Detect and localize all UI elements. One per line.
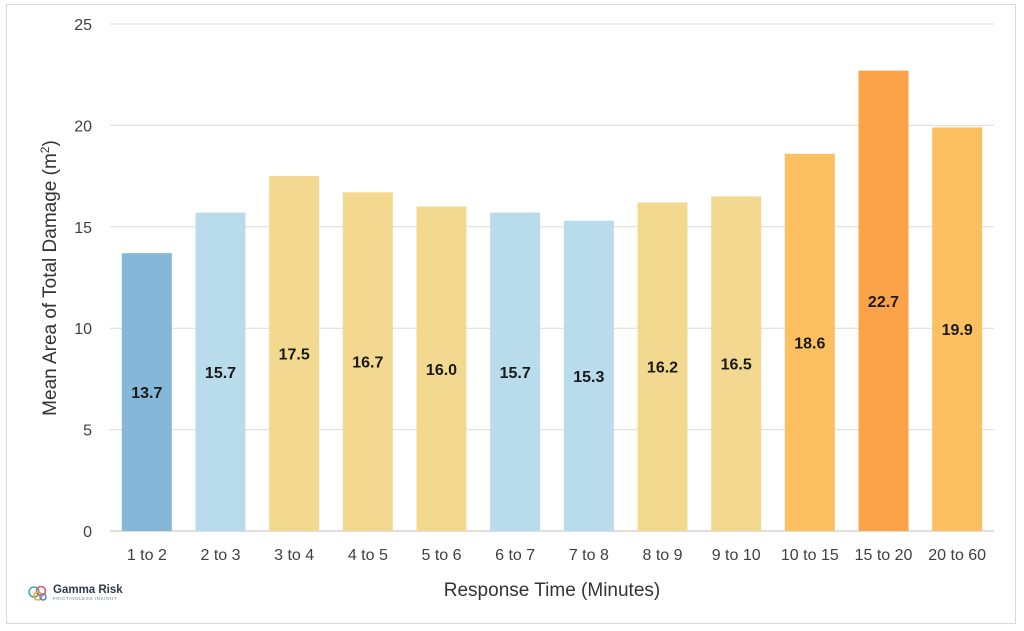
logo-name: Gamma Risk bbox=[53, 583, 123, 596]
bar-value-label: 18.6 bbox=[794, 335, 825, 352]
bar bbox=[342, 192, 393, 531]
y-tick-label: 15 bbox=[74, 220, 92, 237]
bar bbox=[858, 70, 909, 532]
bar-value-label: 16.0 bbox=[426, 362, 457, 379]
bar-value-label: 15.3 bbox=[573, 369, 604, 386]
gamma-risk-logo-icon bbox=[28, 585, 47, 601]
bar bbox=[932, 127, 983, 531]
bar bbox=[121, 253, 172, 531]
bar bbox=[490, 212, 541, 531]
bar-value-label: 15.7 bbox=[500, 365, 531, 382]
gamma-risk-logo: Gamma Risk FRICTIONLESS INSIGHT bbox=[28, 584, 123, 602]
x-tick-label: 10 to 15 bbox=[781, 547, 839, 564]
x-axis-ticks: 1 to 2 2 to 3 3 to 4 4 to 5 5 to 6 6 to 7 7 to… bbox=[127, 547, 986, 564]
y-tick-label: 10 bbox=[74, 321, 92, 338]
gridlines bbox=[110, 23, 994, 532]
x-tick-label: 20 to 60 bbox=[928, 547, 986, 564]
y-axis-title-end: ) bbox=[40, 140, 61, 146]
bar bbox=[269, 176, 320, 531]
bar bbox=[637, 202, 688, 532]
bar bbox=[563, 220, 614, 531]
bar bbox=[711, 196, 762, 531]
bar bbox=[784, 153, 835, 532]
bar bbox=[416, 206, 467, 531]
logo-tagline: FRICTIONLESS INSIGHT bbox=[53, 595, 118, 601]
x-tick-label: 6 to 7 bbox=[495, 547, 535, 564]
bar bbox=[195, 212, 246, 531]
y-axis-title-main: Mean Area of Total Damage (m bbox=[40, 153, 61, 416]
x-tick-label: 15 to 20 bbox=[855, 547, 913, 564]
y-tick-label: 20 bbox=[74, 118, 92, 135]
bars: 13.7 15.7 17.5 16.7 16.0 15.7 15.3 16.2 16.5 18.6… bbox=[121, 70, 983, 532]
x-tick-label: 5 to 6 bbox=[421, 547, 461, 564]
y-axis-ticks: 0 5 10 15 20 25 bbox=[74, 17, 92, 541]
x-tick-label: 7 to 8 bbox=[569, 547, 609, 564]
x-tick-label: 8 to 9 bbox=[642, 547, 682, 564]
bar-value-label: 16.7 bbox=[352, 355, 383, 372]
y-axis-title-sup: 2 bbox=[38, 146, 52, 153]
y-tick-label: 25 bbox=[74, 17, 92, 34]
y-axis-title: Mean Area of Total Damage (m2) bbox=[38, 140, 61, 416]
x-tick-label: 3 to 4 bbox=[274, 547, 314, 564]
x-tick-label: 1 to 2 bbox=[127, 547, 167, 564]
x-tick-label: 4 to 5 bbox=[348, 547, 388, 564]
x-tick-label: 9 to 10 bbox=[712, 547, 761, 564]
x-axis-title: Response Time (Minutes) bbox=[444, 580, 660, 601]
bar-value-label: 17.5 bbox=[279, 347, 310, 364]
bar-value-label: 16.5 bbox=[721, 357, 752, 374]
y-tick-label: 0 bbox=[83, 524, 92, 541]
bar-value-label: 22.7 bbox=[868, 294, 899, 311]
bar-value-label: 15.7 bbox=[205, 365, 236, 382]
y-tick-label: 5 bbox=[83, 423, 92, 440]
bar-value-label: 19.9 bbox=[942, 322, 973, 339]
bar-value-label: 16.2 bbox=[647, 360, 678, 377]
x-tick-label: 2 to 3 bbox=[200, 547, 240, 564]
bar-value-label: 13.7 bbox=[131, 385, 162, 402]
